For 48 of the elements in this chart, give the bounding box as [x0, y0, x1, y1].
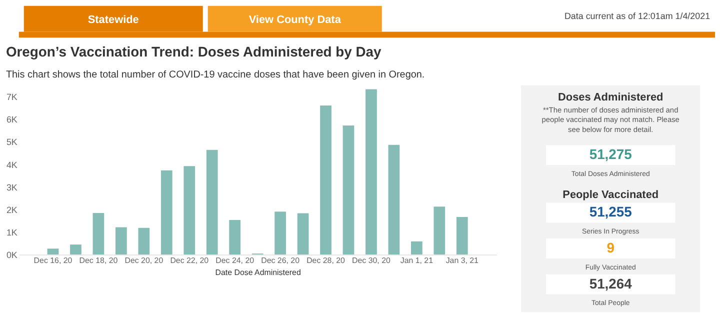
- y-tick-label: 4K: [6, 160, 18, 170]
- y-tick-label: 3K: [6, 182, 18, 192]
- x-tick-label: Jan 1, 21: [400, 256, 434, 265]
- chart-title: Oregon’s Vaccination Trend: Doses Administered by Day: [6, 44, 382, 60]
- x-tick-label: Dec 26, 20: [261, 256, 300, 265]
- x-tick-label: Dec 24, 20: [216, 256, 255, 265]
- text: 51,275: [589, 146, 632, 162]
- y-tick-label: 2K: [6, 204, 18, 215]
- bar: [297, 213, 309, 254]
- y-tick-label: 5K: [6, 137, 18, 148]
- text: 51,255: [589, 204, 632, 220]
- y-tick-label: 1K: [6, 227, 18, 238]
- x-tick-label: Dec 16, 20: [34, 256, 73, 265]
- bar: [70, 244, 82, 254]
- bar: [320, 105, 332, 254]
- y-tick-label: 0K: [6, 250, 18, 260]
- bar: [160, 170, 172, 254]
- bar: [92, 212, 104, 254]
- x-tick-label: Jan 3, 21: [446, 256, 480, 265]
- x-axis-title: Date Dose Administered: [215, 268, 301, 277]
- y-tick-label: 6K: [6, 114, 18, 125]
- x-tick-label: Dec 22, 20: [170, 256, 210, 265]
- bar: [342, 126, 354, 254]
- x-tick-label: Dec 30, 20: [352, 256, 392, 265]
- bar: [116, 227, 127, 254]
- bar: [411, 241, 422, 254]
- bar: [456, 217, 468, 254]
- text: 51,264: [589, 275, 632, 292]
- text: Statewide: [88, 14, 139, 26]
- text: 9: [606, 239, 615, 256]
- text: Doses Administered: [558, 91, 664, 104]
- x-tick-label: Dec 18, 20: [79, 256, 118, 265]
- bar: [388, 144, 400, 254]
- text: View County Data: [248, 14, 342, 26]
- bar: [206, 150, 218, 254]
- bar: [184, 166, 196, 254]
- text: Data current as of 12:01am 1/4/2021: [564, 10, 710, 21]
- bar: [47, 248, 59, 254]
- bar: [138, 228, 150, 254]
- bar: [434, 206, 446, 254]
- x-tick-label: Dec 20, 20: [124, 256, 164, 265]
- chart-subtitle: This chart shows the total number of COVID-19 vaccine doses that have been given in Oregon.: [6, 69, 425, 80]
- bar: [366, 89, 377, 254]
- x-tick-label: Dec 28, 20: [306, 256, 346, 265]
- bar: [274, 212, 286, 254]
- bar: [229, 220, 241, 254]
- text: People Vaccinated: [562, 188, 659, 201]
- y-tick-label: 7K: [6, 92, 18, 102]
